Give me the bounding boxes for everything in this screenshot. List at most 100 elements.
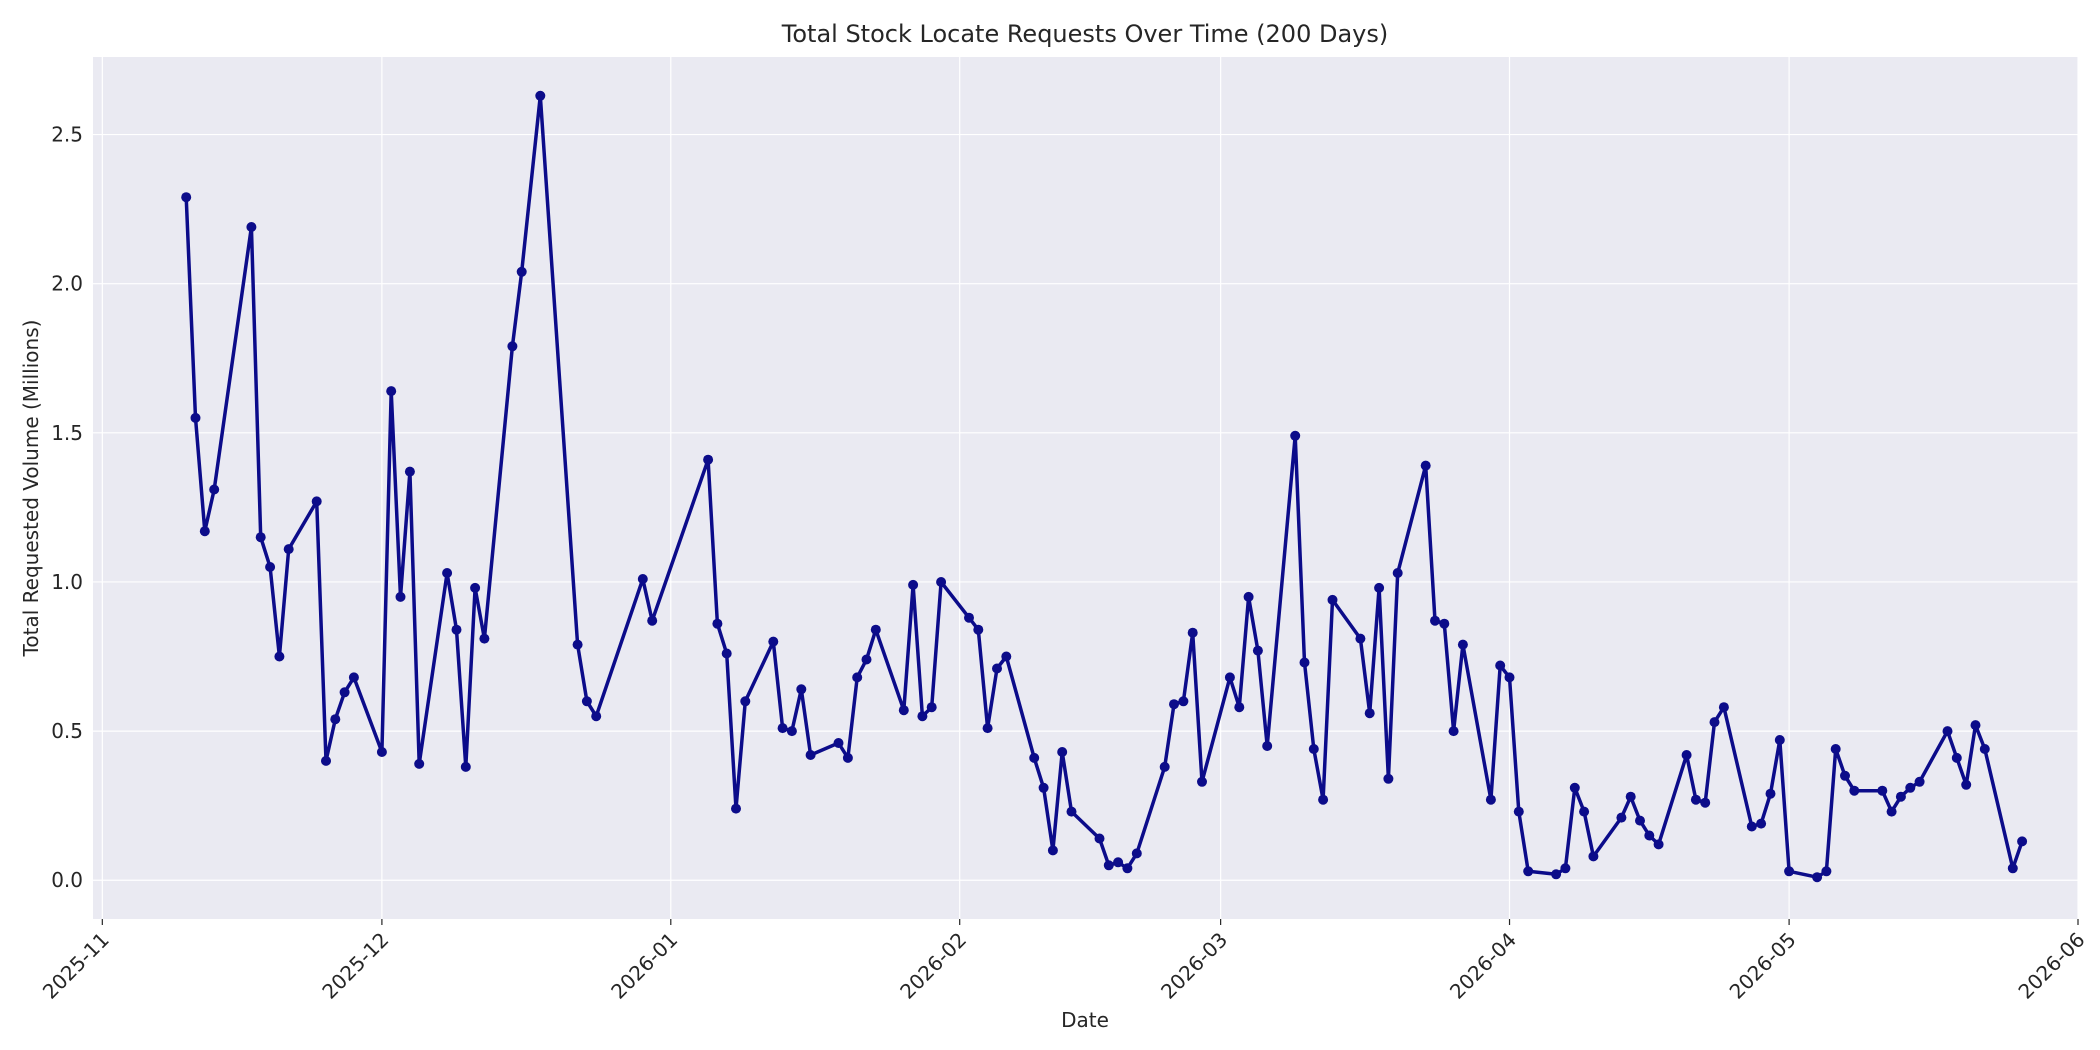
data-point bbox=[414, 758, 425, 769]
data-point bbox=[852, 672, 863, 683]
data-point bbox=[274, 651, 285, 662]
data-point bbox=[1625, 791, 1636, 802]
data-point bbox=[1029, 752, 1040, 763]
data-point bbox=[740, 696, 751, 707]
data-point bbox=[926, 702, 937, 713]
data-point bbox=[1504, 672, 1515, 683]
data-point bbox=[376, 747, 387, 757]
data-point bbox=[1774, 735, 1785, 745]
data-points bbox=[181, 90, 2028, 883]
data-point bbox=[1495, 660, 1506, 671]
data-point bbox=[1653, 839, 1664, 850]
data-point bbox=[1970, 720, 1981, 731]
data-point bbox=[265, 562, 276, 572]
data-point bbox=[330, 714, 341, 725]
data-point bbox=[1308, 744, 1319, 754]
data-point bbox=[1756, 818, 1767, 829]
data-point bbox=[1560, 863, 1571, 874]
data-point bbox=[1681, 750, 1692, 760]
x-tick-label: 2026-05 bbox=[1725, 928, 1801, 1004]
data-point bbox=[1830, 744, 1841, 754]
data-point bbox=[1616, 812, 1627, 823]
data-point bbox=[1290, 430, 1301, 441]
data-point bbox=[1784, 866, 1795, 877]
plot-area bbox=[93, 57, 2078, 919]
data-point bbox=[842, 752, 853, 763]
data-point bbox=[470, 582, 481, 593]
data-point bbox=[507, 341, 518, 352]
data-point bbox=[731, 803, 741, 814]
data-point bbox=[321, 755, 331, 766]
data-point bbox=[1243, 591, 1254, 602]
data-point bbox=[898, 705, 909, 716]
x-tick-label: 2026-01 bbox=[606, 928, 682, 1004]
data-point bbox=[516, 266, 527, 277]
data-point bbox=[404, 466, 415, 477]
data-point bbox=[1197, 776, 1207, 787]
x-tick-label: 2026-04 bbox=[1445, 928, 1521, 1004]
x-tick-label: 2025-11 bbox=[38, 928, 114, 1004]
data-point bbox=[199, 526, 210, 537]
data-point bbox=[1951, 752, 1962, 763]
data-point bbox=[777, 723, 788, 734]
data-point bbox=[1374, 582, 1385, 593]
data-point bbox=[637, 574, 648, 584]
data-point bbox=[1849, 785, 1860, 796]
data-point bbox=[1635, 815, 1645, 826]
data-point bbox=[1979, 744, 1990, 754]
data-point bbox=[1066, 806, 1077, 817]
data-point bbox=[861, 654, 872, 665]
data-point bbox=[786, 726, 797, 737]
data-point bbox=[246, 222, 257, 232]
y-axis-ticks: 0.0 0.5 1.0 1.5 2.0 2.5 bbox=[51, 123, 83, 893]
data-point bbox=[1299, 657, 1310, 668]
data-point bbox=[917, 711, 928, 722]
data-point bbox=[1355, 633, 1366, 644]
data-point bbox=[1579, 806, 1590, 817]
data-point bbox=[1262, 741, 1273, 751]
data-point bbox=[1420, 460, 1431, 471]
data-point bbox=[647, 615, 658, 626]
data-point bbox=[1439, 618, 1450, 629]
data-point bbox=[1718, 702, 1729, 713]
data-point bbox=[870, 624, 881, 635]
data-point bbox=[460, 761, 471, 772]
data-point bbox=[1840, 770, 1850, 781]
data-point bbox=[1001, 651, 1012, 662]
data-point bbox=[1364, 708, 1375, 719]
data-point bbox=[721, 648, 732, 659]
data-point bbox=[1914, 776, 1925, 787]
x-tick-label: 2026-02 bbox=[895, 928, 971, 1004]
data-point bbox=[796, 684, 807, 695]
data-point bbox=[1094, 833, 1105, 844]
data-point bbox=[703, 454, 714, 465]
x-tick-label: 2025-12 bbox=[317, 928, 393, 1004]
chart-title: Total Stock Locate Requests Over Time (2… bbox=[781, 20, 1388, 48]
data-point bbox=[479, 633, 490, 644]
data-point bbox=[181, 192, 192, 203]
y-tick-label: 1.0 bbox=[51, 570, 83, 594]
data-point bbox=[1644, 830, 1655, 841]
data-point bbox=[1485, 794, 1496, 805]
data-point bbox=[1057, 747, 1068, 757]
y-tick-label: 0.0 bbox=[51, 868, 83, 892]
data-point bbox=[982, 723, 993, 734]
data-point bbox=[1169, 699, 1179, 710]
data-point bbox=[1113, 857, 1124, 868]
data-point bbox=[1430, 615, 1440, 626]
data-point bbox=[581, 696, 592, 707]
data-point bbox=[1131, 848, 1142, 859]
data-point bbox=[1122, 863, 1133, 874]
data-point bbox=[209, 484, 220, 495]
data-point bbox=[1327, 594, 1338, 605]
data-point bbox=[2017, 836, 2028, 847]
data-point bbox=[1700, 797, 1711, 808]
x-axis-label: Date bbox=[1061, 1008, 1109, 1032]
data-point bbox=[283, 544, 294, 555]
data-point bbox=[1318, 794, 1329, 805]
data-point bbox=[1690, 794, 1701, 805]
data-point bbox=[1523, 866, 1534, 877]
data-point bbox=[1513, 806, 1524, 817]
data-point bbox=[973, 624, 984, 635]
